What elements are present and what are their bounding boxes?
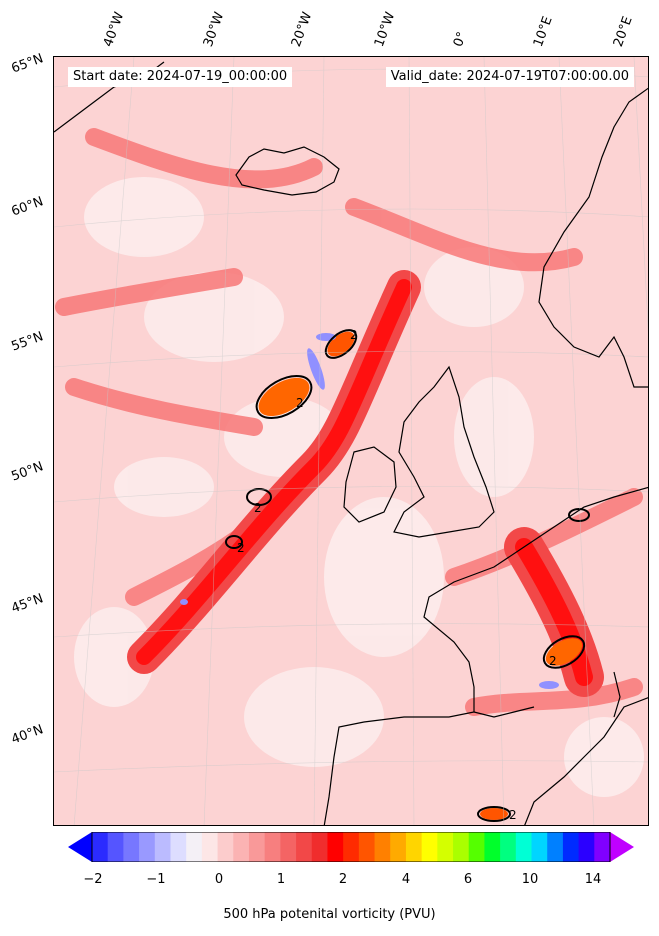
latitude-label: 55°N [9,329,46,355]
colorbar-tick-label: 10 [521,872,539,887]
colorbar-cell [233,832,250,862]
colorbar-cell [500,832,517,862]
scandinavia [538,87,648,388]
pv-2-contours [225,329,590,822]
colorbar-cell [327,832,344,862]
colorbar-cell [123,832,140,862]
colorbar-tick-label: 2 [338,872,348,887]
colorbar-cell [358,832,376,862]
valid-date-label: Valid_date: 2024-07-19T07:00:00.00 [385,67,634,87]
colorbar-cell [186,832,203,862]
colorbar-cell [311,832,328,862]
colorbar [68,832,634,862]
colorbar-tick-label: 14 [584,872,602,887]
colorbar-max-arrow [610,832,634,862]
colorbar-cell [154,832,171,862]
iceland [235,146,340,196]
pv-maxima [258,331,583,820]
start-date-label: Start date: 2024-07-19_00:00:00 [68,67,293,87]
longitude-label: 10°W [371,10,399,49]
contour-label: 2 [549,654,557,668]
colorbar-cell [296,832,313,862]
colorbar-tick-label: 4 [401,872,411,887]
longitude-label: 30°W [200,10,228,49]
latitude-label: 50°N [9,459,46,485]
colorbar-cell [107,832,124,862]
colorbar-cell [170,832,187,862]
longitude-label: 20°W [288,10,316,49]
colorbar-title: 500 hPa potenital vorticity (PVU) [223,907,436,922]
colorbar-cell [217,832,234,862]
latitude-label: 45°N [9,591,46,617]
colorbar-cell [437,832,454,862]
colorbar-cell [264,832,281,862]
colorbar-tick-label: 6 [463,872,473,887]
contour-label: 2 [254,501,262,515]
colorbar-cell [405,832,423,862]
latitude-label: 65°N [9,51,46,77]
map-panel: 2 2 2 2 2 2 [53,56,649,826]
longitude-label: 0° [450,29,471,49]
colorbar-cell [92,832,109,862]
contour-label: 2 [237,541,245,555]
graticule [54,57,648,825]
pv-moderate-filaments [55,128,643,716]
colorbar-tick-label: −2 [83,872,103,887]
colorbar-cell [578,832,595,862]
longitude-label: 20°E [610,14,636,50]
colorbar-cell [594,832,611,862]
colorbar-tick-label: −1 [146,872,166,887]
colorbar-cell [248,832,266,862]
pv-streamer [127,270,604,697]
colorbar-cell [343,832,360,862]
colorbar-cell [280,832,297,862]
colorbar-cell [139,832,156,862]
colorbar-cell [515,832,533,862]
colorbar-min-arrow [68,832,92,862]
colorbar-cell [453,832,470,862]
coastlines [54,61,648,825]
colorbar-cell [562,832,580,862]
latitude-label: 60°N [9,194,46,220]
contour-label: 2 [350,328,358,342]
ireland [343,446,397,523]
contour-label: 2 [296,396,304,410]
continental-europe [323,486,648,825]
colorbar-cell [374,832,391,862]
pv-field: 2 2 2 2 2 2 [54,57,648,825]
colorbar-cell [390,832,407,862]
colorbar-cell [421,832,438,862]
latitude-label: 40°N [9,722,46,748]
great-britain [393,365,495,538]
colorbar-cell [201,832,219,862]
colorbar-tick-label: 0 [214,872,224,887]
colorbar-cell [468,832,485,862]
longitude-label: 10°E [530,14,556,50]
longitude-label: 40°W [100,10,128,49]
colorbar-cell [547,832,564,862]
contour-label: 2 [509,808,517,822]
colorbar-cell [531,832,548,862]
colorbar-cell [484,832,501,862]
colorbar-tick-label: 1 [276,872,286,887]
